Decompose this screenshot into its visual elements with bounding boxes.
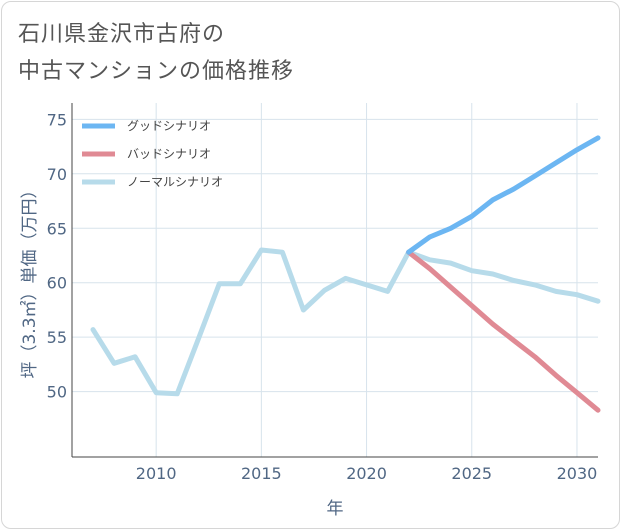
y-tick-label: 70 [47, 165, 67, 184]
legend-label[interactable]: ノーマルシナリオ [127, 175, 223, 189]
tick-labels: 2010 2015 2020 2025 2030 50 55 60 65 70 75 [47, 110, 598, 483]
x-tick-label: 2015 [241, 464, 282, 483]
x-tick-label: 2030 [557, 464, 598, 483]
y-tick-label: 55 [47, 328, 67, 347]
x-tick-label: 2010 [136, 464, 177, 483]
y-tick-label: 50 [47, 383, 67, 402]
legend-label[interactable]: グッドシナリオ [127, 119, 211, 133]
series-line-2 [90, 247, 601, 397]
chart-title-line-2: 中古マンションの価格推移 [18, 59, 295, 84]
x-tick-label: 2020 [346, 464, 387, 483]
chart-title-line-1: 石川県金沢市古府の [18, 22, 226, 47]
y-tick-label: 65 [47, 219, 67, 238]
y-tick-label: 75 [47, 110, 67, 129]
x-tick-label: 2025 [451, 464, 492, 483]
axes [71, 103, 598, 458]
series-lines [90, 135, 601, 413]
y-axis-title: 坪（3.3㎡）単価（万円） [20, 181, 40, 378]
x-axis-title: 年 [327, 499, 344, 519]
legend-label[interactable]: バッドシナリオ [127, 147, 211, 161]
y-tick-label: 60 [47, 274, 67, 293]
series-line-1 [406, 249, 601, 413]
gridlines [72, 103, 598, 457]
series-line-0 [406, 135, 601, 255]
